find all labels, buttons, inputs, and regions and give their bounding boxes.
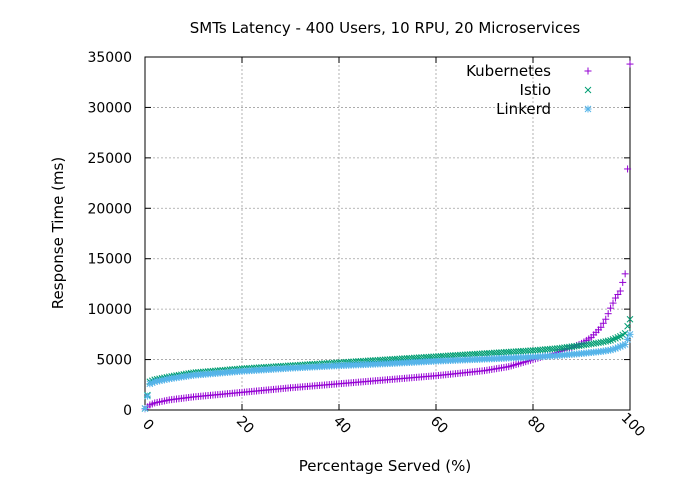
istio-point [624, 322, 631, 330]
legend-marker-kubernetes [584, 67, 592, 75]
linkerd-point [626, 330, 634, 338]
y-tick-label: 5000 [96, 353, 132, 369]
y-tick-label: 0 [123, 403, 132, 419]
x-tick-label: 60 [427, 413, 451, 437]
x-tick-label: 20 [233, 413, 257, 437]
kubernetes-point [611, 294, 619, 302]
istio-point [626, 315, 634, 323]
legend-label-linkerd: Linkerd [496, 100, 551, 118]
axis-ticks: 0 5000 10000 15000 20000 25000 30000 35000 0 20 40… [87, 50, 647, 440]
linkerd-point [141, 404, 149, 412]
y-tick-label: 25000 [87, 151, 132, 167]
kubernetes-point [614, 291, 622, 299]
data-series [141, 60, 634, 413]
grid [145, 57, 630, 410]
x-tick-label: 100 [618, 410, 648, 440]
y-tick-label: 10000 [87, 302, 132, 318]
plot-frame [144, 56, 631, 411]
legend-label-kubernetes: Kubernetes [466, 62, 551, 80]
legend-label-istio: Istio [520, 81, 551, 99]
kubernetes-point [599, 319, 607, 327]
y-tick-label: 15000 [87, 252, 132, 268]
kubernetes-point [609, 299, 617, 307]
kubernetes-point [626, 60, 634, 68]
kubernetes-point [619, 278, 627, 286]
kubernetes-point [621, 270, 629, 278]
y-axis-label: Response Time (ms) [49, 157, 67, 309]
x-tick-label: 0 [139, 416, 157, 434]
kubernetes-point [607, 304, 615, 312]
legend-marker-istio [584, 86, 592, 94]
x-tick-label: 80 [524, 413, 548, 437]
chart-title: SMTs Latency - 400 Users, 10 RPU, 20 Mic… [190, 19, 581, 37]
kubernetes-point [604, 310, 612, 318]
y-tick-label: 30000 [87, 100, 132, 116]
linkerd-point [143, 392, 151, 400]
y-tick-label: 35000 [87, 50, 132, 66]
x-tick-label: 40 [330, 413, 354, 437]
series-linkerd [141, 330, 634, 412]
kubernetes-point [616, 287, 624, 295]
y-tick-label: 20000 [87, 201, 132, 217]
istio-point [604, 337, 612, 345]
legend-marker-linkerd [584, 105, 592, 113]
kubernetes-point [624, 165, 632, 173]
kubernetes-point [602, 315, 610, 323]
kubernetes-point [597, 323, 605, 331]
x-axis-label: Percentage Served (%) [299, 457, 471, 475]
